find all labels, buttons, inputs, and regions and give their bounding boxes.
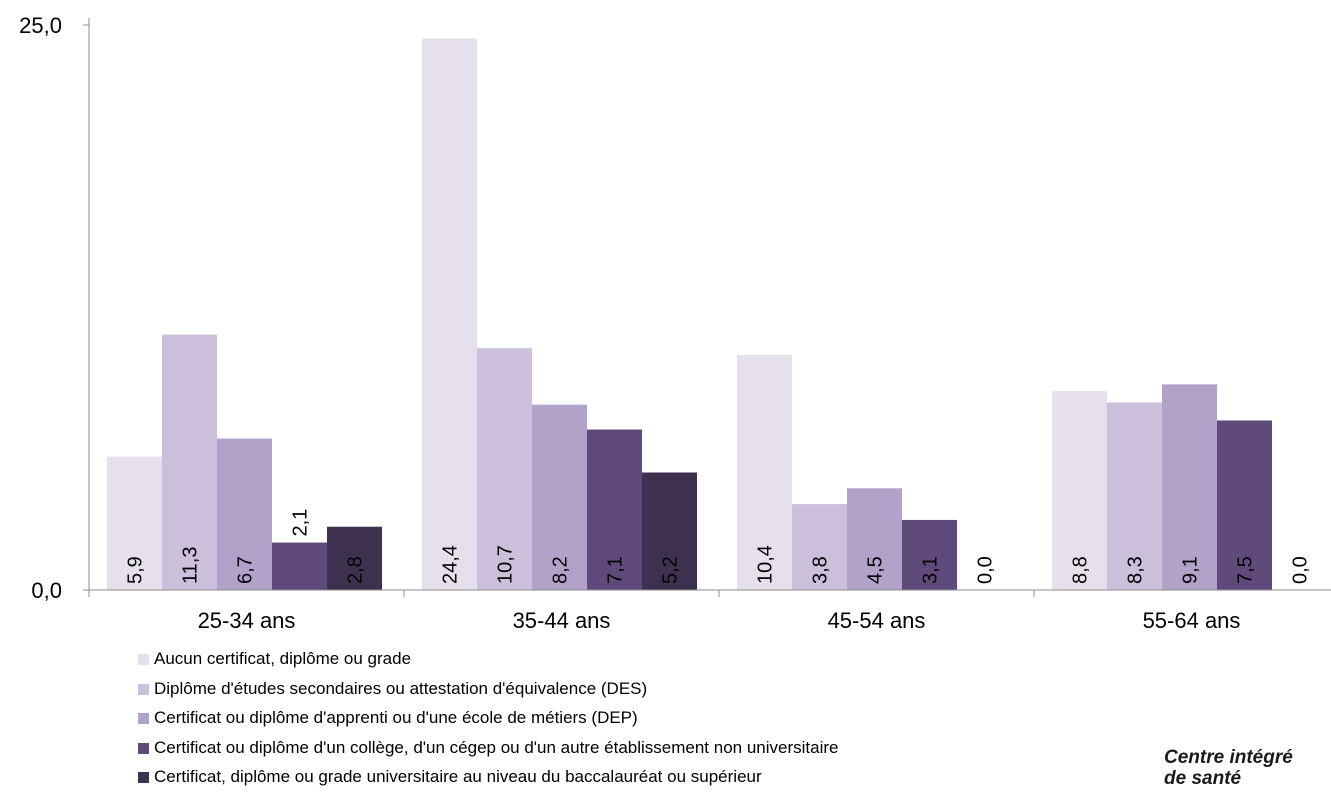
data-label: 24,4 [440, 545, 462, 584]
x-tick-label: 45-54 ans [828, 608, 926, 633]
data-label: 4,5 [865, 556, 887, 584]
legend-item-college: Certificat ou diplôme d'un collège, d'un… [138, 737, 839, 767]
y-tick-label: 0,0 [31, 578, 62, 603]
x-tick-label: 55-64 ans [1143, 608, 1241, 633]
legend-item-dep: Certificat ou diplôme d'apprenti ou d'un… [138, 707, 839, 737]
bar-25-34-ans-s4 [272, 542, 327, 590]
legend-label: Certificat ou diplôme d'apprenti ou d'un… [154, 708, 638, 727]
bar-25-34-ans-s3 [217, 438, 272, 590]
data-label: 11,3 [180, 547, 202, 584]
watermark-line-1: Centre intégré [1164, 747, 1293, 768]
bar-35-44-ans-s2 [477, 348, 532, 590]
legend-swatch [138, 713, 149, 724]
legend-swatch [138, 772, 149, 783]
data-label: 0,0 [1290, 556, 1312, 584]
bar-45-54-ans-s2 [792, 504, 847, 590]
bar-25-34-ans-s5 [327, 526, 382, 590]
x-tick-label: 35-44 ans [513, 608, 611, 633]
bar-45-54-ans-s1 [737, 354, 792, 590]
bar-55-64-ans-s1 [1052, 391, 1107, 590]
legend-item-des: Diplôme d'études secondaires ou attestat… [138, 678, 839, 708]
chart-legend: Aucun certificat, diplôme ou grade Diplô… [138, 648, 839, 796]
bar-35-44-ans-s5 [642, 472, 697, 590]
data-label: 3,8 [810, 556, 832, 584]
logo-watermark: Centre intégré de santé [1164, 747, 1293, 789]
legend-item-universitaire: Certificat, diplôme ou grade universitai… [138, 766, 839, 796]
bar-25-34-ans-s1 [107, 456, 162, 590]
bar-35-44-ans-s1 [422, 38, 477, 591]
legend-label: Certificat ou diplôme d'un collège, d'un… [154, 737, 839, 757]
data-label: 2,1 [290, 509, 312, 537]
data-label: 9,1 [1180, 556, 1202, 584]
x-tick-label: 25-34 ans [198, 608, 296, 633]
watermark-line-2: de santé [1164, 768, 1242, 789]
data-label: 8,3 [1125, 556, 1147, 584]
bar-45-54-ans-s3 [847, 488, 902, 590]
data-label: 5,2 [660, 556, 682, 584]
bar-25-34-ans-s2 [162, 334, 217, 590]
bar-35-44-ans-s3 [532, 404, 587, 590]
data-label: 10,4 [755, 545, 777, 584]
legend-label: Aucun certificat, diplôme ou grade [154, 649, 412, 668]
data-label: 10,7 [495, 545, 517, 584]
legend-swatch [138, 742, 149, 754]
legend-swatch [138, 654, 149, 665]
legend-label: Certificat, diplôme ou grade universitai… [154, 767, 762, 786]
bar-45-54-ans-s4 [902, 519, 957, 590]
bar-55-64-ans-s4 [1217, 420, 1272, 590]
data-label: 0,0 [975, 556, 997, 584]
legend-label: Diplôme d'études secondaires ou attestat… [154, 678, 648, 698]
y-tick-label: 25,0 [19, 13, 62, 38]
legend-item-aucun: Aucun certificat, diplôme ou grade [138, 648, 839, 678]
data-label: 8,2 [550, 556, 572, 584]
data-label: 6,7 [235, 556, 257, 584]
legend-swatch [138, 683, 149, 695]
data-label: 3,1 [920, 556, 942, 584]
bar-55-64-ans-s3 [1162, 384, 1217, 590]
bar-55-64-ans-s2 [1107, 402, 1162, 590]
bar-35-44-ans-s4 [587, 429, 642, 590]
data-label: 2,8 [345, 556, 367, 584]
data-label: 7,5 [1235, 556, 1257, 584]
data-label: 8,8 [1070, 556, 1092, 584]
data-label: 5,9 [125, 556, 147, 584]
data-label: 7,1 [605, 556, 627, 584]
